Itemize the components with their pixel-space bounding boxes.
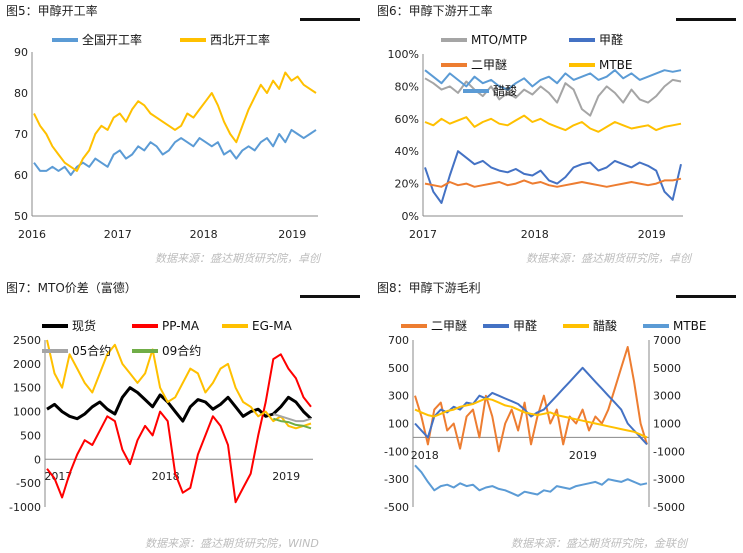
legend-label: 全国开工率 xyxy=(82,32,142,47)
y2-tick-label: -5000 xyxy=(653,501,685,514)
y-tick-label: 0% xyxy=(402,210,419,223)
series-line-1 xyxy=(424,150,682,204)
chart-svg: 0% 20% 40% 60% 80% 100% 2017 2018 2019 MTO/MTP 甲醛二… xyxy=(388,32,683,241)
source-note: 数据来源：盛达期货研究院，卓创 xyxy=(526,252,691,265)
y-tick-label: 70 xyxy=(14,128,28,141)
y2-tick-label: -3000 xyxy=(653,473,685,486)
x-tick-label: 2019 xyxy=(278,228,306,241)
x-tick-label: 2018 xyxy=(190,228,218,241)
chart-title: 图5：甲醇开工率 xyxy=(6,4,98,18)
y-tick-label: 500 xyxy=(388,362,409,375)
source-note: 数据来源：盛达期货研究院，卓创 xyxy=(155,252,320,265)
x-tick-label: 2016 xyxy=(18,228,46,241)
series-line-3 xyxy=(273,413,312,423)
series-line-0 xyxy=(46,386,313,423)
x-tick-label: 2018 xyxy=(521,228,549,241)
y-tick-label: 60% xyxy=(395,113,419,126)
legend-label: MTO/MTP xyxy=(471,33,527,47)
x-tick-label: 2018 xyxy=(152,470,180,483)
series-line-2 xyxy=(46,339,312,430)
y-tick-label: 80% xyxy=(395,80,419,93)
series-line-4 xyxy=(424,69,682,91)
chart-title: 图7：MTO价差（富德） xyxy=(6,281,137,295)
chart-svg: -500 -300 -100 100 300 500 700 -5000 -3000 -1000 1… xyxy=(384,318,707,514)
legend-label: 西北开工率 xyxy=(210,32,270,47)
chart-svg: 50 60 70 80 90 2016 2017 2018 2019 全国开工率 西北开工率 xyxy=(14,32,318,241)
y-tick-label: 500 xyxy=(20,429,41,442)
y-tick-label: -100 xyxy=(384,445,409,458)
legend-label: 甲醛 xyxy=(513,318,537,333)
y-tick-label: 90 xyxy=(14,46,28,59)
y-tick-label: 2000 xyxy=(13,358,41,371)
y2-tick-label: 3000 xyxy=(653,390,681,403)
chart-title: 图8：甲醇下游毛利 xyxy=(377,281,481,295)
series-line-0 xyxy=(33,128,317,176)
y-tick-label: -500 xyxy=(384,501,409,514)
series-line-1 xyxy=(46,353,312,504)
legend-label: MTBE xyxy=(673,319,707,333)
legend-label: 现货 xyxy=(72,318,96,333)
y2-tick-label: 5000 xyxy=(653,362,681,375)
y-tick-label: 1500 xyxy=(13,382,41,395)
y-tick-label: -1000 xyxy=(9,501,41,514)
y-tick-label: 100 xyxy=(388,418,409,431)
chart-panel-kaigonglv: 图5：甲醇开工率 50 60 70 80 90 2016 2017 2018 2019 全国开工率… xyxy=(0,0,371,276)
x-tick-label: 2017 xyxy=(409,228,437,241)
chart-panel-mto-jiacha: 图7：MTO价差（富德） -1000 -500 0 500 1000 1500 2000 25… xyxy=(0,277,371,553)
y-tick-label: 50 xyxy=(14,210,28,223)
y-tick-label: 20% xyxy=(395,178,419,191)
y-tick-label: 300 xyxy=(388,390,409,403)
y-tick-label: 40% xyxy=(395,145,419,158)
chart-panel-xiayou-kaigonglv: 图6：甲醇下游开工率 0% 20% 40% 60% 80% 100% 2017 2018 201… xyxy=(371,0,742,276)
series-line-2 xyxy=(414,397,648,439)
y2-tick-label: 7000 xyxy=(653,334,681,347)
title-underline-bar xyxy=(300,295,360,298)
legend-label: MTBE xyxy=(599,58,633,72)
legend-label: 二甲醚 xyxy=(431,319,467,333)
title-underline-bar xyxy=(300,18,360,21)
legend-label: 09合约 xyxy=(162,343,201,358)
x-tick-label: 2018 xyxy=(411,449,439,462)
legend-label: 二甲醚 xyxy=(471,58,507,72)
series-line-2 xyxy=(424,177,682,188)
x-tick-label: 2019 xyxy=(272,470,300,483)
series-line-3 xyxy=(424,114,682,133)
y-tick-label: -500 xyxy=(16,477,41,490)
series-line-0 xyxy=(424,77,682,117)
x-tick-label: 2019 xyxy=(569,449,597,462)
chart-panel-xiayou-maoli: 图8：甲醇下游毛利 -500 -300 -100 100 300 500 700 -5000-… xyxy=(371,277,742,553)
source-note: 数据来源：盛达期货研究院，WIND xyxy=(145,537,319,550)
legend-label: 05合约 xyxy=(72,343,111,358)
x-tick-label: 2019 xyxy=(638,228,666,241)
y-tick-label: 60 xyxy=(14,169,28,182)
series-line-4 xyxy=(272,417,312,430)
legend-label: 醋酸 xyxy=(493,83,517,98)
title-underline-bar xyxy=(676,18,736,21)
y2-tick-label: -1000 xyxy=(653,445,685,458)
legend-label: 醋酸 xyxy=(593,318,617,333)
y-tick-label: 1000 xyxy=(13,406,41,419)
series-line-1 xyxy=(33,71,317,172)
series-line-1 xyxy=(414,366,648,446)
chart-title: 图6：甲醇下游开工率 xyxy=(377,4,493,18)
series-line-3 xyxy=(414,464,648,497)
y-tick-label: 700 xyxy=(388,334,409,347)
legend-label: 甲醛 xyxy=(599,32,623,47)
legend-label: EG-MA xyxy=(252,319,293,333)
y-tick-label: 2500 xyxy=(13,334,41,347)
y-tick-label: 80 xyxy=(14,87,28,100)
y2-tick-label: 1000 xyxy=(653,418,681,431)
source-note: 数据来源：盛达期货研究院，金联创 xyxy=(511,537,687,550)
y-tick-label: 100% xyxy=(388,48,419,61)
series-line-0 xyxy=(414,346,648,453)
y-tick-label: -300 xyxy=(384,473,409,486)
legend-label: PP-MA xyxy=(162,319,200,333)
y-tick-label: 0 xyxy=(34,453,41,466)
title-underline-bar xyxy=(676,295,736,298)
x-tick-label: 2017 xyxy=(104,228,132,241)
